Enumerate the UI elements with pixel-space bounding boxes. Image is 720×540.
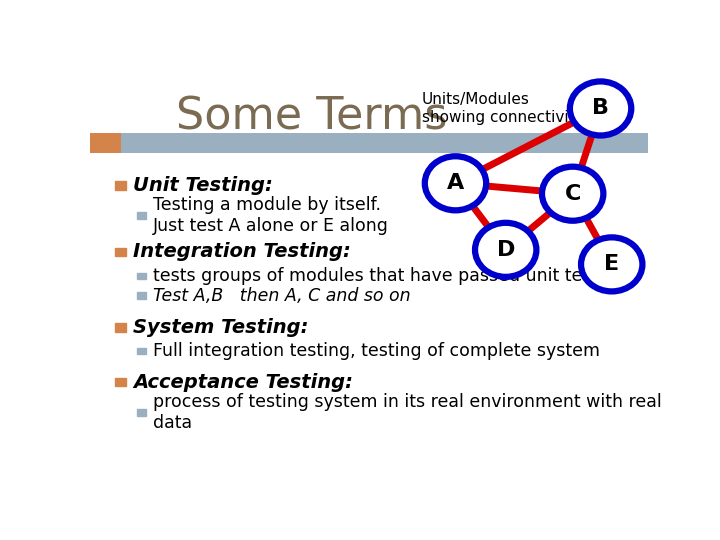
- Text: C: C: [564, 184, 581, 204]
- Text: Testing a module by itself.
Just test A alone or E along: Testing a module by itself. Just test A …: [153, 196, 389, 235]
- Bar: [138, 273, 146, 279]
- Ellipse shape: [542, 167, 603, 221]
- Ellipse shape: [570, 82, 631, 136]
- Text: Units/Modules
showing connectivity: Units/Modules showing connectivity: [422, 92, 584, 125]
- Text: Integration Testing:: Integration Testing:: [133, 242, 351, 261]
- Text: B: B: [592, 98, 609, 118]
- Bar: [138, 212, 146, 219]
- Bar: [115, 181, 126, 190]
- Ellipse shape: [581, 238, 642, 292]
- Bar: [115, 323, 126, 332]
- Text: Acceptance Testing:: Acceptance Testing:: [133, 373, 353, 392]
- Text: Test A,B   then A, C and so on: Test A,B then A, C and so on: [153, 287, 410, 305]
- Bar: [115, 248, 126, 256]
- Text: Some Terms: Some Terms: [176, 95, 448, 138]
- Text: D: D: [497, 240, 515, 260]
- Text: A: A: [447, 173, 464, 193]
- Bar: [138, 409, 146, 416]
- Ellipse shape: [425, 156, 486, 211]
- Text: tests groups of modules that have passed unit testing.: tests groups of modules that have passed…: [153, 267, 631, 285]
- Bar: [115, 378, 126, 386]
- Text: Full integration testing, testing of complete system: Full integration testing, testing of com…: [153, 342, 600, 360]
- Bar: [138, 292, 146, 299]
- Text: process of testing system in its real environment with real
data: process of testing system in its real en…: [153, 394, 662, 432]
- Ellipse shape: [475, 223, 536, 277]
- Bar: [90, 133, 121, 153]
- Text: Unit Testing:: Unit Testing:: [133, 176, 273, 195]
- Bar: [138, 348, 146, 354]
- Text: System Testing:: System Testing:: [133, 318, 308, 337]
- Bar: [90, 133, 648, 153]
- Text: E: E: [604, 254, 619, 274]
